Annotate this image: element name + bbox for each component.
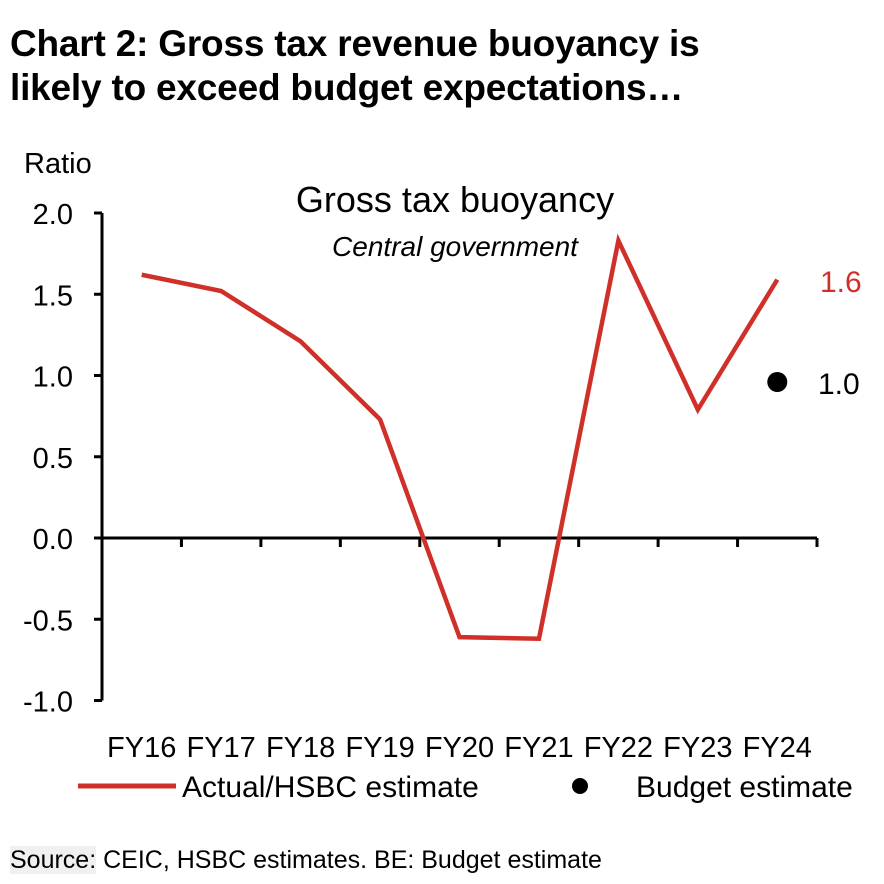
x-tick-label: FY23	[663, 732, 732, 764]
y-tick-label: 1.5	[33, 280, 73, 312]
legend-label-actual: Actual/HSBC estimate	[182, 771, 479, 804]
source-label: Source:	[10, 846, 97, 874]
title-line-1: Chart 2: Gross tax revenue buoyancy is	[10, 23, 700, 64]
y-tick-label: 0.5	[33, 443, 73, 475]
x-tick-label: FY22	[584, 732, 653, 764]
y-tick-label: 2.0	[33, 199, 73, 231]
x-tick-label: FY21	[504, 732, 573, 764]
chart-inner-title: Gross tax buoyancy	[296, 179, 614, 220]
y-tick-label: -1.0	[23, 687, 73, 719]
legend-label-budget: Budget estimate	[636, 771, 853, 804]
series-line-actual	[141, 233, 780, 642]
x-tick-label: FY16	[107, 732, 176, 764]
x-tick-label: FY20	[425, 732, 494, 764]
y-tick-label: -0.5	[23, 605, 73, 637]
data-point-budget	[767, 372, 788, 392]
chart-title: Chart 2: Gross tax revenue buoyancy is l…	[10, 22, 700, 110]
source-text: CEIC, HSBC estimates. BE: Budget estimat…	[96, 846, 602, 874]
source-note: Source: CEIC, HSBC estimates. BE: Budget…	[10, 846, 602, 875]
y-axis-label: Ratio	[24, 148, 92, 180]
x-tick-label: FY24	[743, 732, 812, 764]
x-tick-label: FY18	[266, 732, 335, 764]
chart-subtitle: Central government	[332, 231, 579, 262]
y-tick-label: 0.0	[33, 524, 73, 556]
legend-swatch-budget	[572, 778, 588, 794]
x-tick-label: FY19	[345, 732, 414, 764]
title-line-2: likely to exceed budget expectations…	[10, 67, 684, 108]
end-label-budget: 1.0	[818, 368, 860, 401]
y-tick-label: 1.0	[33, 362, 73, 394]
x-tick-label: FY17	[187, 732, 256, 764]
end-label-actual: 1.6	[820, 266, 862, 299]
